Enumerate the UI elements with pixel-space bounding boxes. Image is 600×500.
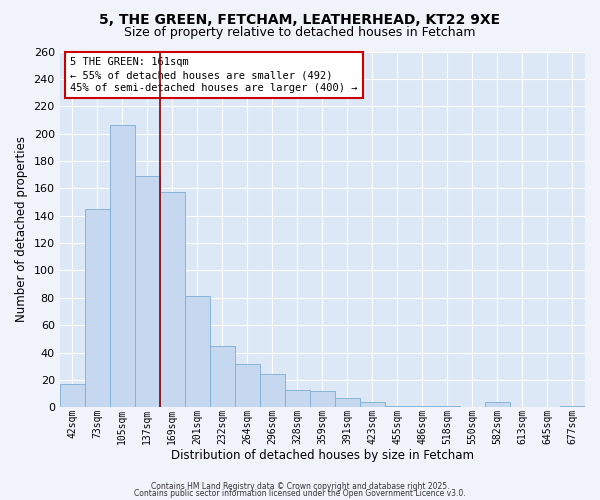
Bar <box>310 391 335 407</box>
Bar <box>485 402 510 407</box>
Bar <box>185 296 210 408</box>
Bar <box>360 402 385 407</box>
Bar <box>335 398 360 407</box>
Bar <box>110 126 135 408</box>
Bar <box>235 364 260 408</box>
Bar <box>85 209 110 408</box>
Bar <box>160 192 185 408</box>
Bar <box>210 346 235 408</box>
Bar <box>59 384 85 407</box>
Bar <box>285 390 310 407</box>
Text: Contains HM Land Registry data © Crown copyright and database right 2025.: Contains HM Land Registry data © Crown c… <box>151 482 449 491</box>
Text: Contains public sector information licensed under the Open Government Licence v3: Contains public sector information licen… <box>134 489 466 498</box>
Text: 5, THE GREEN, FETCHAM, LEATHERHEAD, KT22 9XE: 5, THE GREEN, FETCHAM, LEATHERHEAD, KT22… <box>100 12 500 26</box>
Bar <box>260 374 285 408</box>
Y-axis label: Number of detached properties: Number of detached properties <box>15 136 28 322</box>
Text: Size of property relative to detached houses in Fetcham: Size of property relative to detached ho… <box>124 26 476 39</box>
Text: 5 THE GREEN: 161sqm
← 55% of detached houses are smaller (492)
45% of semi-detac: 5 THE GREEN: 161sqm ← 55% of detached ho… <box>70 57 358 93</box>
X-axis label: Distribution of detached houses by size in Fetcham: Distribution of detached houses by size … <box>171 450 474 462</box>
Bar <box>385 406 410 407</box>
Bar <box>135 176 160 408</box>
Bar <box>410 406 435 407</box>
Bar <box>435 406 460 407</box>
Bar <box>560 406 585 407</box>
